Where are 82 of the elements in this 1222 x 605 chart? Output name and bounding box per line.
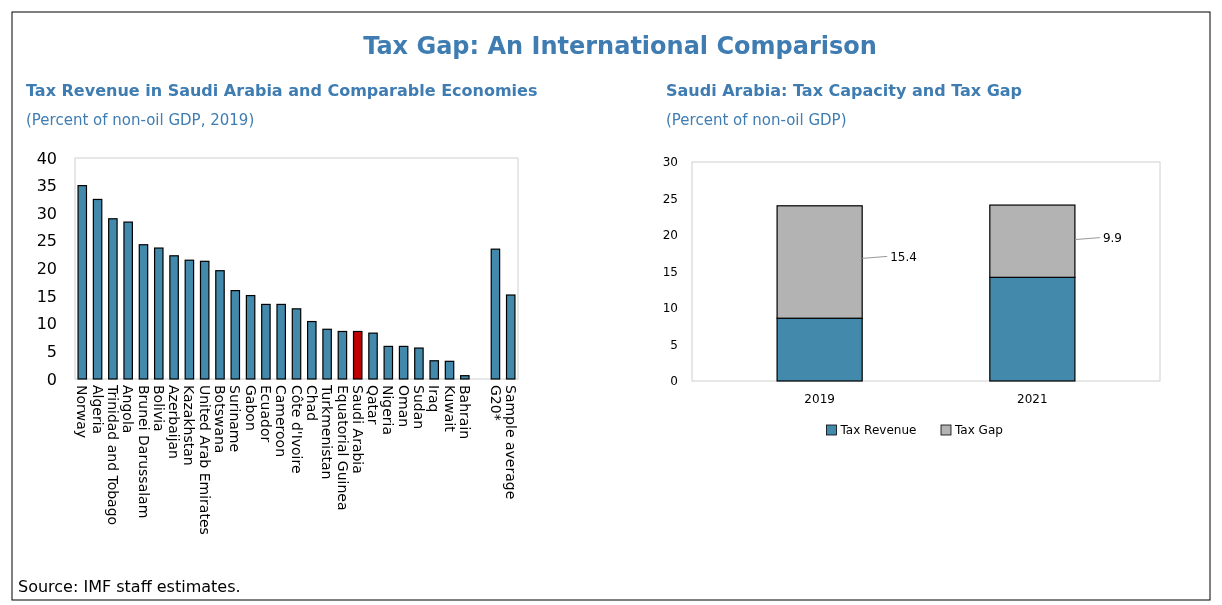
bar xyxy=(337,330,348,380)
data-label: 9.9 xyxy=(1102,230,1122,245)
x-tick-label: Gabon xyxy=(242,385,259,431)
x-tick-label: Chad xyxy=(303,385,320,422)
x-tick-label: Iraq xyxy=(426,385,443,413)
legend-label: Tax Gap xyxy=(954,423,1003,438)
bar xyxy=(215,270,225,380)
x-tick-label: Kazakhstan xyxy=(181,385,198,466)
chart-title: Tax Revenue in Saudi Arabia and Comparable Economies xyxy=(26,81,538,100)
bar xyxy=(92,198,103,380)
legend-label: Tax Revenue xyxy=(839,423,917,438)
x-tick-label: Brunei Darussalam xyxy=(135,385,152,519)
x-tick-label: G20* xyxy=(487,385,504,421)
bar xyxy=(291,308,302,380)
bar xyxy=(153,247,164,380)
x-tick-label: Equatorial Guinea xyxy=(334,385,351,511)
y-tick-label: 5 xyxy=(670,337,678,352)
x-tick-label: 2019 xyxy=(804,392,835,406)
bar xyxy=(322,328,332,380)
bar xyxy=(490,248,501,380)
text: Tax Gap: An International Comparison xyxy=(363,32,877,60)
bar xyxy=(352,330,363,380)
x-tick-label: Bolivia xyxy=(150,385,167,432)
chart-subtitle: (Percent of non-oil GDP) xyxy=(666,111,847,129)
y-tick-label: 15 xyxy=(36,286,57,306)
y-tick-label: 40 xyxy=(36,148,57,168)
x-tick-label: Ecuador xyxy=(258,385,274,443)
y-tick-label: 0 xyxy=(670,374,678,389)
y-tick-label: 20 xyxy=(662,228,678,243)
chart-title: Saudi Arabia: Tax Capacity and Tax Gap xyxy=(666,81,1023,100)
bar xyxy=(123,221,133,380)
bar xyxy=(245,294,256,380)
y-tick-label: 30 xyxy=(662,155,678,170)
x-tick-label: Nigeria xyxy=(380,385,397,436)
bar xyxy=(77,185,88,380)
x-tick-label: Oman xyxy=(395,385,412,428)
bar xyxy=(414,347,424,380)
x-tick-label: United Arab Emirates xyxy=(196,385,213,535)
bar xyxy=(230,290,241,380)
x-tick-label: Botswana xyxy=(212,385,229,454)
x-tick-label: 2021 xyxy=(1017,392,1048,406)
x-tick-label: Cameroon xyxy=(273,385,290,458)
bar xyxy=(460,375,470,380)
x-tick-label: Turkmenistan xyxy=(319,384,336,480)
y-tick-label: 5 xyxy=(46,341,57,361)
bar xyxy=(261,303,271,380)
y-tick-label: 25 xyxy=(36,231,57,251)
x-tick-label: Bahrain xyxy=(456,385,473,440)
data-label: 15.4 xyxy=(890,249,917,264)
x-tick-label: Kuwait xyxy=(441,385,458,433)
x-tick-label: Saudi Arabia xyxy=(349,385,366,474)
bar xyxy=(199,260,210,380)
x-tick-label: Angola xyxy=(120,385,137,434)
y-tick-label: 10 xyxy=(662,301,678,316)
source-note: Source: IMF staff estimates. xyxy=(18,577,241,596)
x-tick-label: Suriname xyxy=(227,385,244,453)
x-tick-label: Côte d'Ivoire xyxy=(288,385,305,474)
bar xyxy=(444,360,455,380)
y-tick-label: 0 xyxy=(46,369,57,389)
bar xyxy=(184,259,195,380)
bar xyxy=(398,345,409,380)
bar xyxy=(138,244,149,380)
y-tick-label: 30 xyxy=(36,203,57,223)
bar xyxy=(169,255,179,380)
y-tick-label: 35 xyxy=(36,176,57,196)
y-tick-label: 20 xyxy=(36,259,57,279)
y-tick-label: 25 xyxy=(662,191,678,206)
x-tick-label: Sample average xyxy=(502,385,519,500)
chart-subtitle: (Percent of non-oil GDP, 2019) xyxy=(26,111,255,129)
bar xyxy=(276,303,287,380)
x-tick-label: Azerbaijan xyxy=(166,385,183,459)
bar xyxy=(108,218,118,380)
y-tick-label: 15 xyxy=(662,264,678,279)
x-tick-label: Algeria xyxy=(89,385,106,435)
bar xyxy=(429,360,440,380)
bar xyxy=(368,332,378,380)
bar xyxy=(306,320,317,380)
x-tick-label: Norway xyxy=(74,385,91,439)
x-tick-label: Trinidad and Tobago xyxy=(104,384,121,526)
y-tick-label: 10 xyxy=(36,314,57,334)
bar xyxy=(383,345,394,380)
bar xyxy=(505,294,516,380)
